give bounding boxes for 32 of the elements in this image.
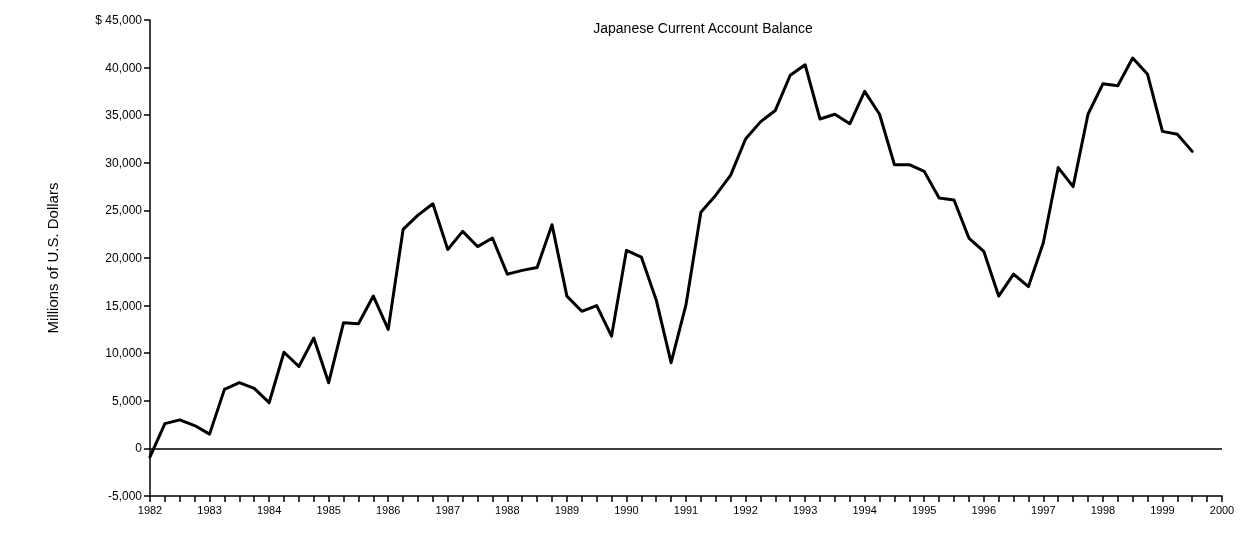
x-tick-label: 2000 xyxy=(1209,503,1235,516)
y-tick-label: 25,000 xyxy=(105,203,143,218)
x-tick-label: 1983 xyxy=(197,503,222,516)
y-axis-title: Millions of U.S. Dollars xyxy=(44,182,61,334)
x-tick-label: 1988 xyxy=(495,503,520,516)
y-tick-label: $ 45,000 xyxy=(95,13,143,27)
x-tick-label: 1986 xyxy=(375,503,401,516)
y-tick-label: 15,000 xyxy=(105,298,143,313)
x-tick-label: 1990 xyxy=(614,503,639,516)
y-tick-label: 5,000 xyxy=(111,393,143,408)
x-tick-label: 1996 xyxy=(971,503,997,516)
x-tick-label: 1998 xyxy=(1090,503,1116,516)
y-tick-label: 20,000 xyxy=(105,251,143,265)
y-tick-label: 35,000 xyxy=(105,108,143,123)
x-tick-label: 1992 xyxy=(733,503,758,516)
x-tick-label: 1994 xyxy=(852,503,877,516)
x-tick-label: 1991 xyxy=(673,503,699,516)
y-tick-label: -5,000 xyxy=(107,489,143,503)
x-tick-label: 1985 xyxy=(316,503,341,516)
x-tick-label: 1989 xyxy=(554,503,580,516)
x-tick-label: 1995 xyxy=(911,503,937,516)
chart-title: Japanese Current Account Balance xyxy=(593,20,813,36)
x-tick-label: 1997 xyxy=(1031,503,1056,516)
x-tick-label: 1999 xyxy=(1150,503,1175,516)
x-tick-label: 1993 xyxy=(792,503,818,516)
y-tick-label: 40,000 xyxy=(105,60,143,75)
x-tick-label: 1984 xyxy=(256,503,282,516)
y-tick-label: 10,000 xyxy=(105,346,143,361)
y-tick-label: 30,000 xyxy=(105,155,143,170)
x-tick-label: 1982 xyxy=(137,503,163,516)
y-tick-label: 0 xyxy=(135,441,143,456)
x-tick-label: 1987 xyxy=(435,503,461,516)
